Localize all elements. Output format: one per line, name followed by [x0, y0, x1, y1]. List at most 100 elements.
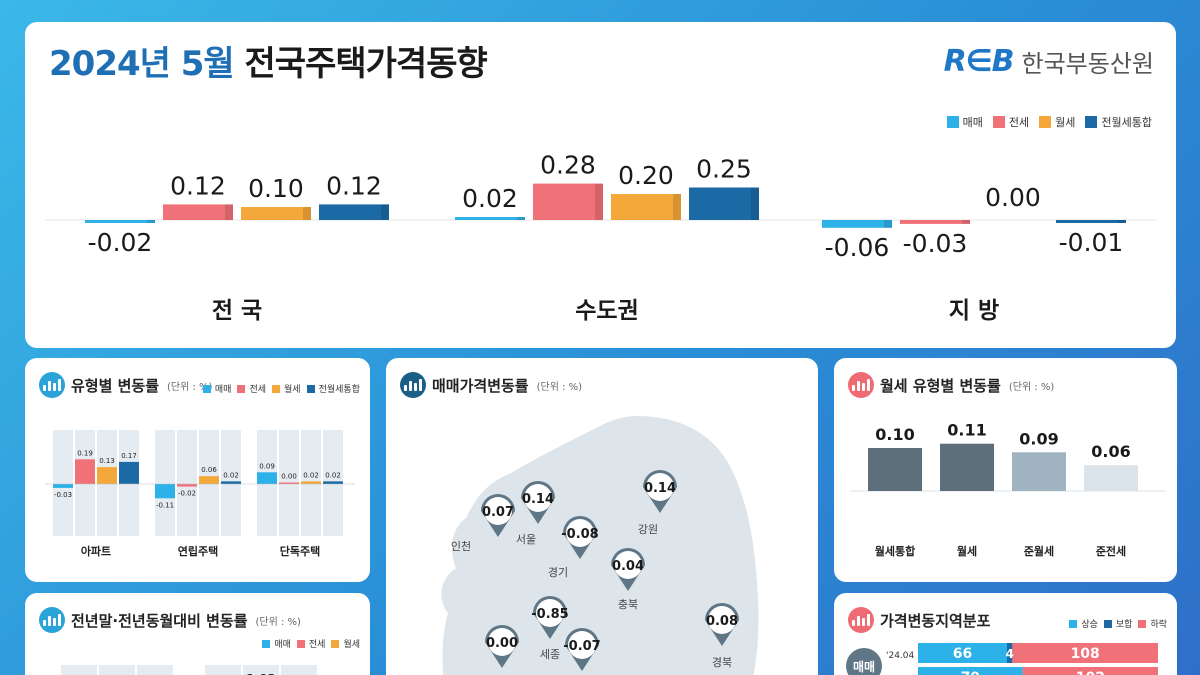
pin-value: 0.14 [522, 492, 554, 507]
map-pin: 0.04 [611, 548, 645, 591]
legend-label: 월세 [1055, 116, 1076, 129]
legend-label: 매매 [214, 385, 232, 395]
pin-face [614, 551, 642, 579]
data-label: 1.02 [246, 672, 276, 675]
legend-item: 매매 [946, 114, 983, 130]
data-label: -0.02 [88, 228, 153, 257]
legend-swatch [237, 384, 246, 393]
legend-item: 월세 [272, 382, 301, 395]
title-name: 전국주택가격동향 [244, 44, 488, 84]
chart-icon [400, 372, 426, 398]
legend-swatch [946, 116, 959, 128]
bar-up [918, 643, 1007, 663]
legend-label: 전세 [249, 385, 267, 395]
title-year: 2024년 5월 [49, 44, 235, 84]
bar-매매 [455, 217, 525, 220]
bar-전세 [163, 204, 233, 220]
map-pin: 0.00 [485, 625, 519, 668]
data-label: 66 [953, 646, 972, 662]
category-label: 아파트 [81, 544, 111, 558]
data-label: 0.06 [201, 466, 217, 474]
bar-전세 [533, 183, 603, 220]
category-label: 준전세 [1096, 544, 1126, 558]
bar-shade [303, 207, 311, 220]
legend-item: 상승 [1069, 617, 1098, 630]
legend-swatch [1039, 116, 1052, 128]
pin-value: 0.14 [644, 481, 676, 496]
map-pin: -0.07 [563, 628, 601, 671]
panel-title: 전년말·전년동월대비 변동률 [71, 611, 248, 630]
data-label: 0.10 [875, 425, 914, 444]
legend-swatch [1085, 116, 1098, 128]
bar-매매 [155, 484, 175, 499]
legend-item: 월세 [331, 637, 360, 650]
bar-shade [1118, 220, 1126, 223]
logo-mark: R∈B [943, 44, 1015, 79]
bar-전월세통합 [119, 461, 139, 484]
pin-value: 0.04 [612, 559, 644, 574]
korea-map: 0.07 인천 0.14 서울 -0.08 경기 0.14 강원 0.04 충북 -0.85 세종 0.… [441, 416, 759, 675]
legend-item: 전세 [296, 637, 326, 650]
category-label: 월세통합 [875, 544, 915, 558]
bar-전월세통합 [689, 187, 759, 220]
bar-up [918, 667, 1023, 675]
bg-column [61, 665, 97, 675]
panel-unit: (단위 : %) [1008, 381, 1055, 393]
bg-column [205, 665, 241, 675]
data-label: 0.25 [696, 155, 752, 184]
type-bar-chart: -0.03 0.19 0.13 0.17 아파트 -0.11 -0.02 0.06 0.02 연립… [45, 430, 355, 558]
data-label: 0.17 [121, 452, 137, 460]
map-pin: 0.14 [521, 481, 555, 524]
pin-value: -0.07 [563, 639, 600, 654]
pin-face [488, 628, 516, 656]
bar-매매 [822, 220, 892, 228]
bar-전세 [177, 484, 197, 487]
yearly-bar-chart: 1.02 [61, 665, 317, 675]
bar-shade [381, 204, 389, 220]
data-label: 0.28 [540, 151, 596, 180]
data-label: 0.02 [462, 184, 518, 213]
bar-매매 [257, 472, 277, 484]
legend-label: 전월세통합 [318, 385, 360, 395]
sale-map-panel: 매매가격변동률 (단위 : %) 0.07 인천 0.14 서울 -0.08 경기 0.14… [386, 358, 818, 675]
legend-label: 전세 [308, 640, 326, 650]
data-label: 0.13 [99, 457, 115, 465]
legend-swatch [1103, 619, 1112, 628]
legend-item: 전월세통합 [306, 382, 360, 395]
data-label: -0.01 [1059, 228, 1124, 257]
bar [1012, 452, 1066, 491]
legend-item: 보합 [1103, 617, 1132, 630]
p4-legend: 매매 전세 월세 [262, 637, 360, 650]
pin-face [566, 519, 594, 547]
legend-label: 하락 [1150, 620, 1167, 630]
pin-value: -0.08 [561, 527, 598, 542]
data-label: 0.12 [326, 171, 382, 200]
bar-매매 [85, 220, 155, 223]
category-label: 준월세 [1024, 544, 1054, 558]
map-pin: -0.08 [561, 516, 599, 559]
pin-face [536, 599, 564, 627]
region-label: 경북 [712, 656, 732, 669]
bar [868, 448, 922, 491]
type-change-panel: 유형별 변동률 (단위 : %) 매매 전세 월세 전월세통합 -0.03 0.19 0.… [25, 358, 370, 582]
period-label: '24.04 [886, 651, 915, 661]
map-pin: 0.14 [643, 470, 677, 513]
pin-value: 0.07 [482, 505, 514, 520]
bar-전세 [75, 459, 95, 484]
legend-swatch [296, 639, 305, 648]
bar-전세 [279, 482, 299, 484]
bar-shade [751, 187, 759, 220]
region-label: 인천 [451, 539, 471, 553]
legend-label: 매매 [274, 640, 291, 650]
legend-label: 매매 [962, 116, 983, 129]
bg-column [243, 665, 279, 675]
pin-value: 0.00 [486, 636, 518, 651]
category-label: 월세 [957, 544, 977, 558]
map-pin: 0.07 [481, 494, 515, 537]
bar-shade [962, 220, 970, 224]
bar-월세 [611, 194, 681, 220]
map-pin: -0.85 [531, 596, 569, 639]
data-label: 0.09 [1019, 429, 1058, 448]
bar-월세 [199, 476, 219, 484]
